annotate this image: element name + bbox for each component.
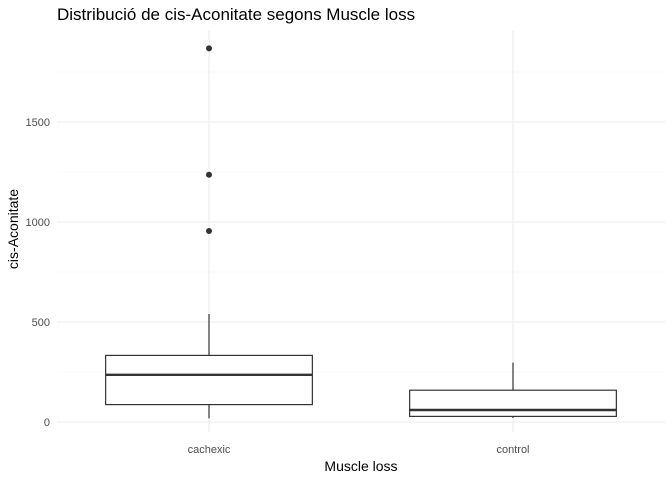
x-axis-ticks: cachexic control xyxy=(188,444,530,456)
x-axis-title: Muscle loss xyxy=(324,458,397,474)
outlier-point xyxy=(206,228,212,234)
y-tick-label: 1000 xyxy=(26,217,50,229)
y-tick-label: 500 xyxy=(32,317,50,329)
x-tick-label: cachexic xyxy=(188,444,231,456)
outlier-point xyxy=(206,45,212,52)
boxplot-control xyxy=(409,362,617,418)
box-iqr xyxy=(409,389,617,418)
y-axis-title: cis-Aconitate xyxy=(5,189,21,269)
y-axis-ticks: 0 500 1000 1500 xyxy=(26,117,50,429)
boxplot-cachexic xyxy=(105,45,313,419)
boxplots xyxy=(105,45,617,419)
y-tick-label: 1500 xyxy=(26,117,50,129)
chart-title: Distribució de cis-Aconitate segons Musc… xyxy=(57,5,415,24)
y-tick-label: 0 xyxy=(44,417,50,429)
x-tick-label: control xyxy=(496,444,529,456)
outlier-point xyxy=(206,171,212,178)
box-iqr xyxy=(105,354,313,406)
